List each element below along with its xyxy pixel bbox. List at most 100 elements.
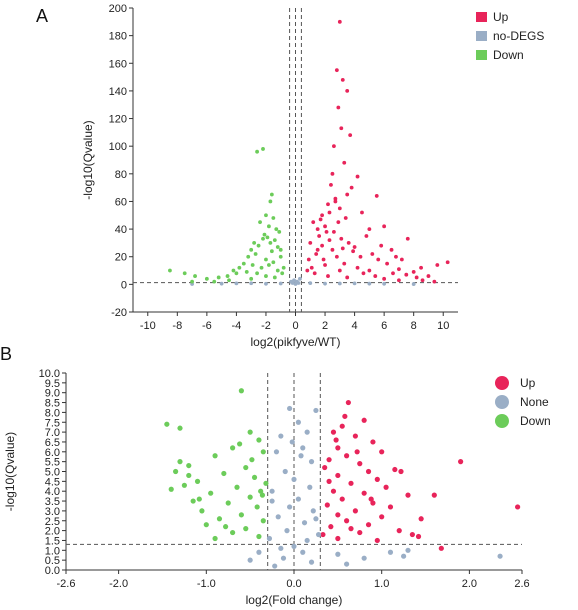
data-point-none xyxy=(289,439,295,445)
data-point-none xyxy=(287,504,293,510)
data-point-down xyxy=(234,271,239,276)
data-point-up xyxy=(339,496,345,502)
y-tick-label: -20 xyxy=(111,307,127,319)
data-point-none xyxy=(291,476,297,482)
data-point-up xyxy=(376,257,381,262)
data-point-down xyxy=(268,241,273,245)
data-point-down xyxy=(212,535,218,542)
data-point-none xyxy=(301,520,308,526)
y-tick-label: 7.0 xyxy=(45,427,60,439)
data-point-up xyxy=(339,126,344,131)
legend-swatch xyxy=(495,414,509,428)
data-point-down xyxy=(194,478,201,484)
data-point-down xyxy=(256,437,262,443)
data-point-down xyxy=(244,270,249,274)
data-point-up xyxy=(374,537,380,544)
data-point-up xyxy=(330,171,335,176)
data-point-down xyxy=(259,265,264,270)
data-point-up xyxy=(418,516,424,522)
y-tick-label: 120 xyxy=(109,114,127,126)
data-point-up xyxy=(333,199,338,204)
data-point-up xyxy=(337,206,342,211)
panel-label: B xyxy=(0,344,12,364)
y-tick-label: 140 xyxy=(109,86,127,98)
data-point-up xyxy=(409,531,415,538)
data-point-down xyxy=(258,220,262,225)
data-point-up xyxy=(389,247,394,252)
data-point-up xyxy=(345,192,350,197)
data-point-up xyxy=(411,270,416,274)
data-point-no-degs xyxy=(219,281,224,286)
data-point-down xyxy=(267,224,271,229)
x-tick-label: -2.0 xyxy=(109,578,128,590)
data-point-up xyxy=(311,220,316,225)
data-point-up xyxy=(312,271,317,276)
x-tick-label: 4 xyxy=(352,320,358,332)
data-point-up xyxy=(324,502,330,508)
y-tick-label: 4.5 xyxy=(45,476,60,488)
data-point-up xyxy=(355,265,360,270)
data-point-none xyxy=(307,484,313,490)
y-tick-label: 3.5 xyxy=(45,496,60,508)
data-point-up xyxy=(379,243,384,248)
data-point-up xyxy=(348,480,354,486)
data-point-no-degs xyxy=(249,281,254,286)
data-point-up xyxy=(399,257,404,262)
data-point-up xyxy=(320,243,324,248)
data-point-up xyxy=(330,488,337,494)
data-point-down xyxy=(216,516,223,522)
data-point-none xyxy=(405,547,411,553)
data-point-up xyxy=(305,268,310,273)
data-point-up xyxy=(339,236,344,241)
data-point-none xyxy=(280,555,287,561)
data-point-up xyxy=(328,524,334,530)
x-tick-label: -8 xyxy=(172,320,182,332)
data-point-down xyxy=(190,279,194,284)
data-point-up xyxy=(335,512,341,518)
data-point-none xyxy=(387,549,394,555)
x-tick-label: 0.0 xyxy=(286,578,301,590)
data-point-up xyxy=(351,249,356,254)
data-point-none xyxy=(361,555,367,561)
data-point-down xyxy=(225,500,231,506)
data-point-up xyxy=(345,89,350,93)
legend-label: None xyxy=(520,395,549,409)
data-point-up xyxy=(368,496,374,502)
data-point-up xyxy=(318,217,323,222)
data-point-no-degs xyxy=(411,282,416,286)
data-point-up xyxy=(332,144,336,149)
data-point-none xyxy=(298,453,304,459)
data-point-down xyxy=(264,213,268,218)
y-tick-label: 4.0 xyxy=(45,486,60,498)
data-point-down xyxy=(238,388,244,394)
data-point-down xyxy=(252,241,257,245)
data-point-no-degs xyxy=(290,281,295,285)
panel-b: B0.00.51.01.52.02.53.03.54.04.55.05.56.0… xyxy=(0,344,551,607)
legend-swatch xyxy=(476,31,487,41)
legend-label: Up xyxy=(493,10,509,24)
data-point-down xyxy=(186,472,192,479)
data-point-up xyxy=(335,445,341,451)
data-point-down xyxy=(272,275,277,280)
x-tick-label: 2 xyxy=(322,320,328,332)
data-point-up xyxy=(370,500,376,506)
data-point-none xyxy=(266,535,273,542)
data-point-up xyxy=(352,508,358,514)
data-point-down xyxy=(193,274,197,278)
data-point-none xyxy=(401,553,407,559)
data-point-up xyxy=(365,522,372,528)
data-point-down xyxy=(281,265,286,270)
data-point-down xyxy=(208,490,214,496)
x-tick-label: 6 xyxy=(381,320,387,332)
data-point-down xyxy=(247,494,253,500)
data-point-none xyxy=(310,508,316,514)
data-point-down xyxy=(182,271,187,276)
x-tick-label: 2.6 xyxy=(514,578,529,590)
data-point-up xyxy=(320,213,324,218)
y-tick-label: 10.0 xyxy=(39,368,60,380)
data-point-none xyxy=(278,545,284,551)
legend-swatch xyxy=(476,12,487,22)
x-tick-label: 0 xyxy=(292,320,298,332)
data-point-down xyxy=(274,227,279,231)
